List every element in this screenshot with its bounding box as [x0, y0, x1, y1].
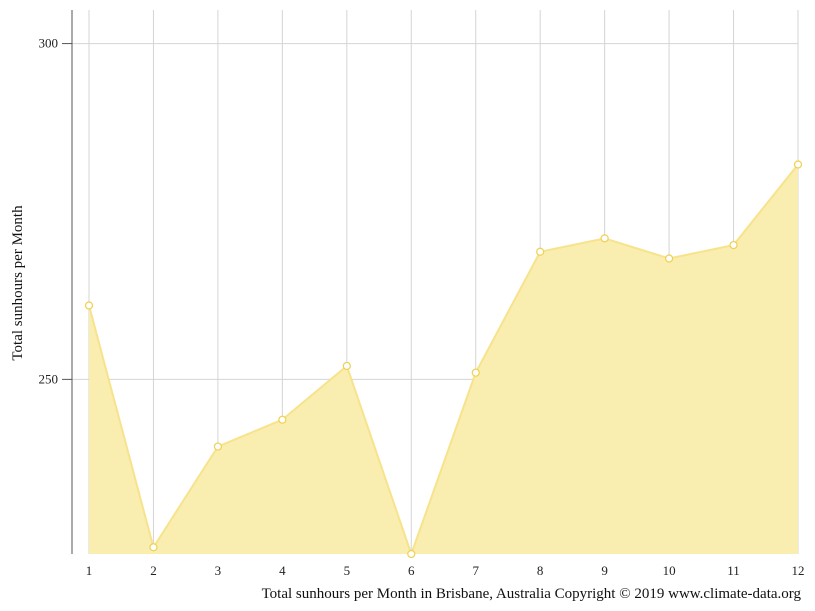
x-tick-label-4: 4 [279, 563, 286, 578]
x-tick-label-9: 9 [601, 563, 608, 578]
x-tick-label-2: 2 [150, 563, 157, 578]
x-tick-label-12: 12 [792, 563, 805, 578]
x-tick-label-3: 3 [215, 563, 222, 578]
x-tick-label-8: 8 [537, 563, 544, 578]
y-tick-label-250: 250 [39, 371, 59, 386]
chart-caption: Total sunhours per Month in Brisbane, Au… [262, 586, 802, 602]
data-point-2 [149, 543, 158, 552]
data-point-1 [84, 301, 94, 310]
x-tick-label-6: 6 [408, 563, 415, 578]
data-markers [84, 160, 803, 559]
axes [62, 10, 73, 554]
data-point-12 [793, 160, 803, 169]
area-series [88, 163, 799, 558]
y-axis-title: Total sunhours per Month [10, 205, 26, 361]
data-point-10 [664, 254, 674, 263]
data-point-5 [342, 361, 351, 371]
area-fill [89, 164, 798, 555]
y-tick-label-300: 300 [39, 36, 59, 51]
data-point-7 [471, 368, 480, 377]
x-tick-label-1: 1 [86, 563, 93, 578]
series-line [88, 163, 799, 558]
x-tick-label-5: 5 [344, 563, 351, 578]
x-tick-label-11: 11 [727, 563, 740, 578]
x-tick-label-10: 10 [663, 563, 676, 578]
x-tick-label-7: 7 [472, 563, 479, 578]
data-point-4 [278, 415, 287, 424]
data-point-8 [536, 247, 545, 256]
data-point-9 [600, 234, 609, 243]
data-point-6 [407, 549, 416, 559]
data-point-11 [729, 240, 738, 250]
data-point-3 [213, 442, 223, 451]
